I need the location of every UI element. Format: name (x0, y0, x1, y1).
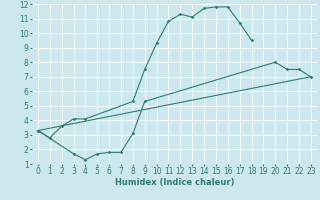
X-axis label: Humidex (Indice chaleur): Humidex (Indice chaleur) (115, 178, 234, 187)
